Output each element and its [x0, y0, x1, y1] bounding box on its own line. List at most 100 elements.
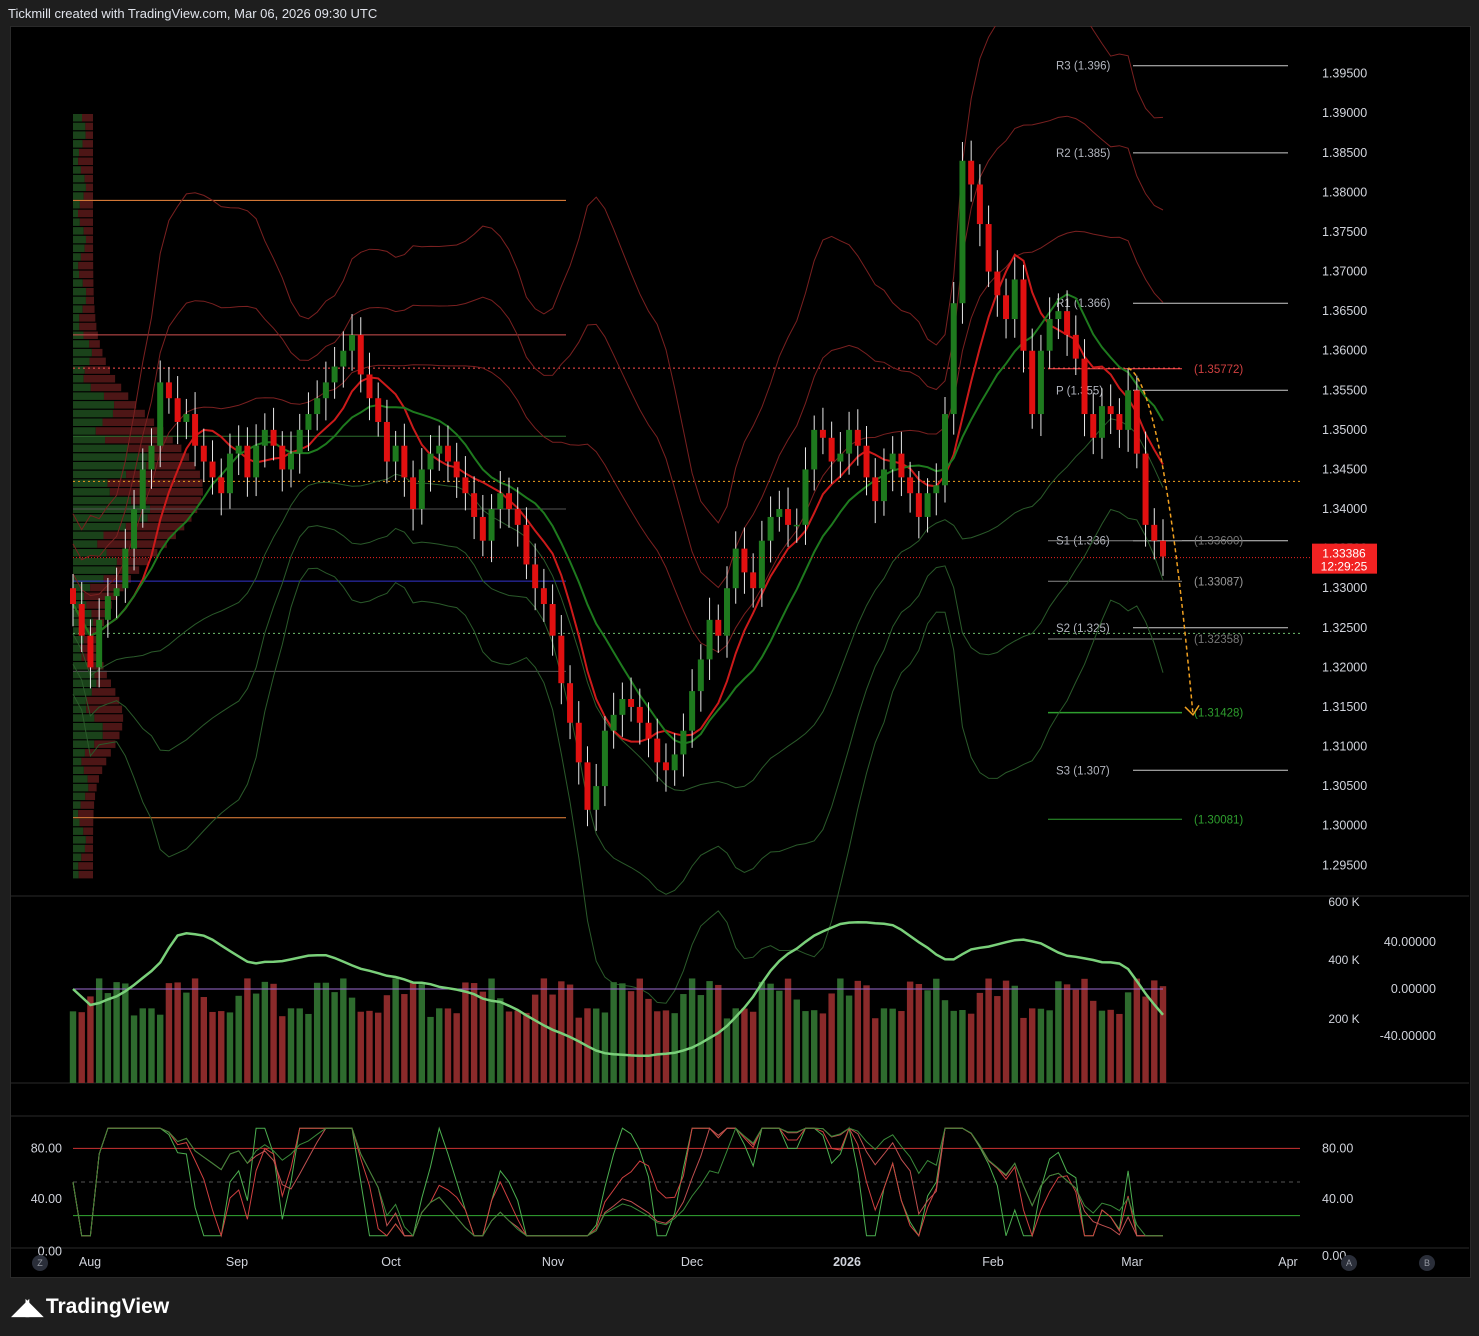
volume-profile-up-bar: [73, 531, 104, 540]
upper-envelope-line: [72, 230, 1164, 653]
pivot-label-p: P (1.355): [1056, 385, 1103, 397]
candle-body: [601, 730, 608, 787]
volume-profile-down-bar: [90, 583, 124, 592]
candle-body: [645, 722, 652, 739]
price-tick-label: 1.37000: [1322, 265, 1367, 279]
volume-profile-down-bar: [94, 670, 107, 679]
price-tick-label: 1.34500: [1322, 462, 1367, 476]
volume-bar: [941, 1000, 949, 1083]
candle-body: [235, 445, 242, 454]
zoom-button[interactable]: Z: [32, 1255, 48, 1271]
volume-profile-down-bar: [79, 314, 96, 322]
volume-profile-up-bar: [73, 575, 104, 583]
time-axis-label: Nov: [542, 1255, 565, 1269]
volume-bar: [497, 998, 504, 1083]
volume-bar: [749, 1011, 757, 1083]
candle-body: [418, 469, 425, 510]
volume-bar: [967, 1013, 975, 1083]
candle-body: [767, 516, 774, 541]
level-label: (1.32358): [1194, 634, 1243, 646]
candle-body: [942, 414, 948, 486]
oscillator-axis-label: 0.00000: [1391, 982, 1436, 996]
volume-profile-up-bar: [73, 435, 106, 444]
volume-profile-down-bar: [83, 766, 103, 774]
candle-body: [253, 445, 260, 478]
volume-bar: [1142, 996, 1149, 1083]
auto-scale-button[interactable]: A: [1341, 1255, 1357, 1271]
volume-profile-up-bar: [73, 227, 84, 235]
scale-b-button[interactable]: B: [1419, 1255, 1435, 1271]
stoch-left-tick: 80.00: [31, 1141, 62, 1155]
time-axis-label: Aug: [79, 1255, 101, 1269]
volume-profile-up-bar: [73, 340, 90, 348]
volume-profile-up-bar: [73, 166, 81, 174]
candle-body: [880, 469, 887, 502]
candle-body: [837, 453, 844, 462]
volume-bar: [331, 992, 338, 1083]
volume-bar: [1098, 1010, 1106, 1083]
volume-bar: [933, 978, 940, 1083]
candle-body: [715, 619, 722, 636]
candle-body: [1037, 350, 1044, 415]
volume-profile-down-bar: [80, 166, 94, 174]
volume-bar: [122, 983, 129, 1083]
volume-profile-down-bar: [85, 131, 94, 139]
volume-profile-down-bar: [85, 792, 96, 801]
volume-profile-up-bar: [73, 540, 98, 548]
volume-profile-up-bar: [73, 775, 88, 783]
candle-body: [444, 445, 451, 462]
volume-profile-down-bar: [79, 818, 94, 827]
candle-body: [863, 445, 870, 478]
candle-body: [1098, 406, 1105, 438]
volume-bar: [348, 997, 356, 1083]
price-tick-label: 1.39500: [1322, 67, 1367, 81]
volume-bar: [784, 978, 792, 1083]
volume-profile-down-bar: [109, 488, 203, 496]
moving-average-green: [72, 293, 1164, 745]
candle-body: [610, 714, 617, 731]
candle-body: [78, 604, 85, 636]
candle-body: [567, 683, 574, 723]
candle-body: [1133, 390, 1140, 454]
volume-profile-up-bar: [73, 679, 97, 687]
volume-bar: [880, 1008, 888, 1083]
volume-profile-up-bar: [73, 157, 79, 165]
candle-body: [846, 429, 853, 454]
volume-profile-down-bar: [78, 810, 94, 818]
volume-bar: [488, 978, 495, 1083]
volume-profile-up-bar: [73, 192, 84, 200]
candle-body: [1072, 334, 1079, 359]
volume-profile-up-bar: [73, 444, 129, 453]
volume-profile-up-bar: [73, 696, 86, 705]
stoch-left-tick: 0.00: [38, 1244, 62, 1258]
candle-body: [314, 398, 321, 415]
volume-profile-up-bar: [73, 218, 80, 226]
volume-bar: [113, 982, 120, 1083]
volume-bar: [828, 993, 835, 1083]
pivot-label-r1: R1 (1.366): [1056, 298, 1111, 310]
candle-body: [174, 398, 181, 422]
upper-envelope-line: [72, 26, 1164, 531]
upper-envelope-line: [72, 115, 1164, 589]
volume-bar: [383, 995, 391, 1083]
volume-profile-up-bar: [73, 862, 79, 870]
time-axis-label: Feb: [982, 1255, 1004, 1269]
volume-profile-up-bar: [73, 670, 95, 679]
volume-profile-down-bar: [87, 775, 99, 783]
volume-bar: [645, 998, 652, 1083]
price-tick-label: 1.34000: [1322, 502, 1367, 516]
volume-bar: [366, 1010, 373, 1083]
candle-body: [819, 429, 826, 438]
volume-bar: [313, 982, 321, 1083]
price-tick-label: 1.32500: [1322, 621, 1367, 635]
volume-profile-down-bar: [83, 827, 94, 835]
oscillator-axis-label: 40.00000: [1384, 935, 1436, 949]
chart-canvas[interactable]: R3 (1.396) R2 (1.385) R1 (1.366) P (1.355) S…: [10, 26, 1469, 1276]
volume-profile-down-bar: [79, 218, 94, 226]
level-label: (1.30081): [1194, 814, 1243, 826]
candle-body: [331, 366, 338, 383]
volume-bar: [976, 992, 984, 1083]
candle-body: [148, 445, 155, 470]
candle-body: [183, 414, 190, 422]
price-tick-label: 1.37500: [1322, 225, 1367, 239]
